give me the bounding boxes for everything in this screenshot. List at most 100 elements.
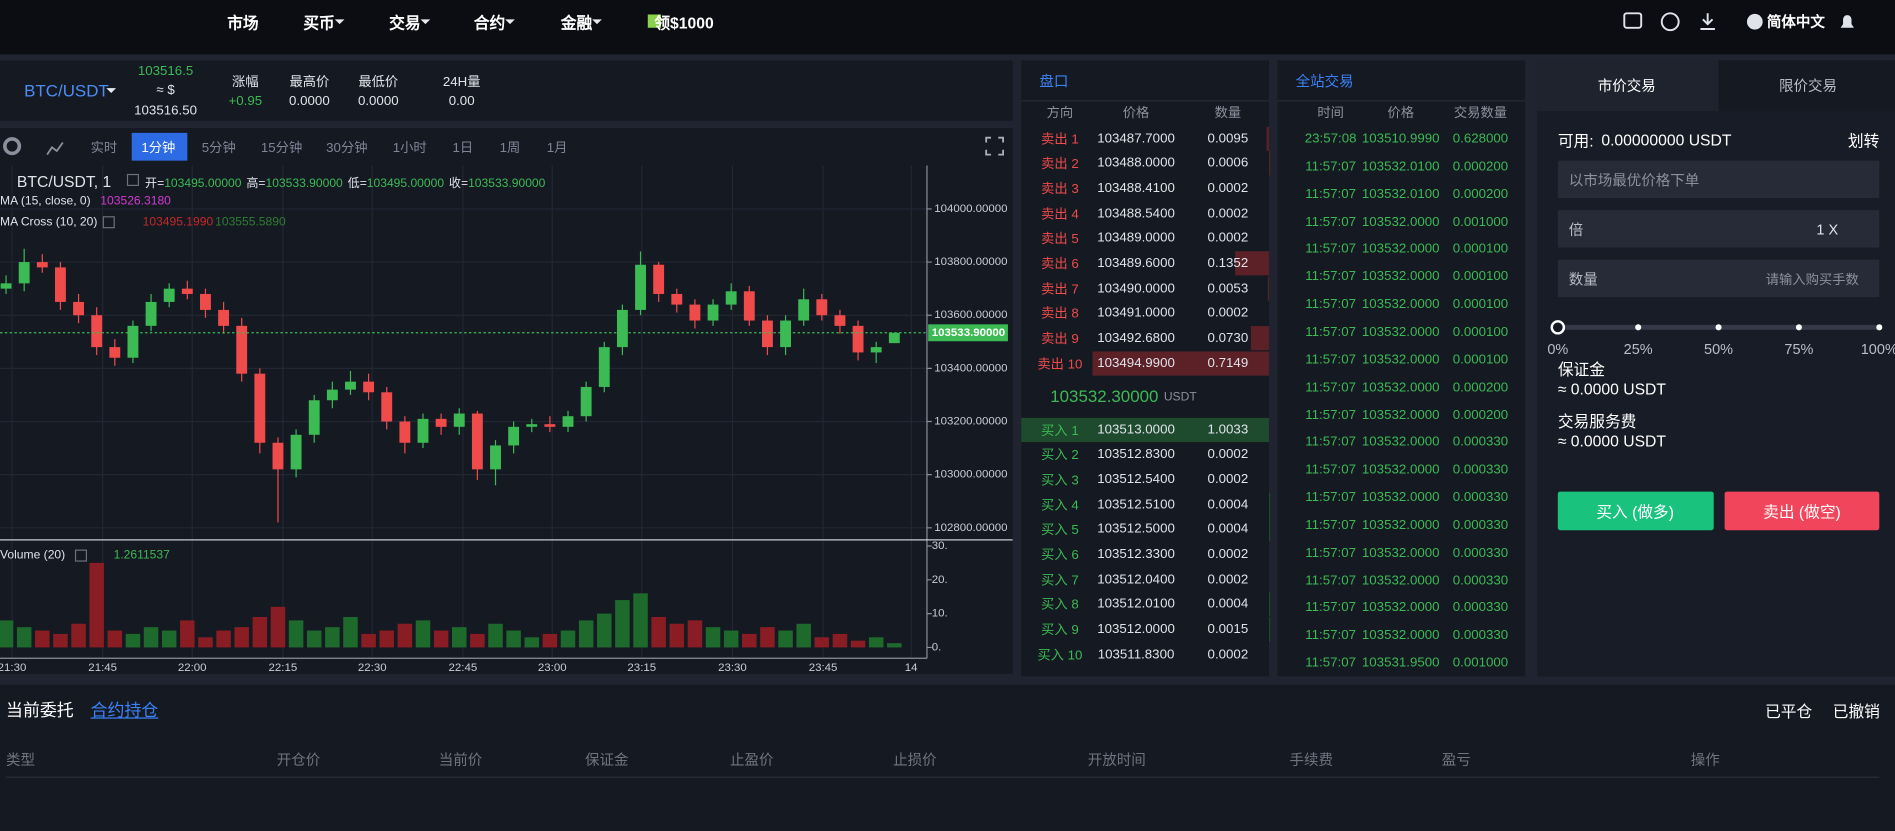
candle-body [743,291,755,321]
trades-panel [1277,60,1526,677]
interval-tab[interactable]: 1日 [452,141,474,156]
interval-tab[interactable]: 1周 [499,141,521,156]
column-header: 盈亏 [1441,751,1471,769]
chart: 21:30 21:45 22:00 22:15 22:30 22:45 23:00 23:15… [0,165,1013,674]
ohlc-label: 收= [448,177,469,191]
candle-body [798,299,810,321]
volume-bar [705,627,721,648]
candle-body [580,386,592,417]
language[interactable]: 简体中文 [1766,13,1825,31]
volume-bar [306,630,322,648]
volume-bar [415,620,431,648]
side: 买入 7 [1041,573,1079,588]
interval-tab[interactable]: 30分钟 [326,141,368,156]
volume-bar [379,630,394,648]
form-tab[interactable]: 市价交易 [1597,77,1656,95]
interval-tab[interactable]: 5分钟 [201,141,236,156]
candle-body [653,264,665,294]
position-tab[interactable]: 合约持仓 [90,700,159,720]
trade-cell: 103532.0000 [1361,462,1440,478]
interval-tab[interactable]: 1小时 [392,141,427,156]
ohlc-value: 103533.90000 [265,177,343,191]
volume-bar [470,633,485,648]
position-filter[interactable]: 已撤销 [1832,702,1880,721]
input-box[interactable] [1557,160,1880,199]
transfer[interactable]: 划转 [1847,132,1880,151]
trade-cell: 0.000330 [1452,573,1509,588]
interval-tab[interactable]: 实时 [90,141,118,156]
nav-item[interactable]: 交易 [389,13,421,33]
nav-item[interactable]: 买币 [303,13,335,33]
candle-body [508,426,520,446]
price: 103516.5 [137,64,194,79]
candle-body [18,262,30,284]
trade-cell: 103532.0000 [1361,269,1440,285]
column-header: 止损价 [893,751,937,769]
candle-body [544,424,556,427]
legend-button[interactable] [102,216,115,229]
buy-label[interactable]: 买入 (做多) [1596,503,1675,522]
trade-cell: 0.000330 [1452,600,1509,616]
candle-body [453,413,465,427]
sell-label[interactable]: 卖出 (做空) [1763,503,1841,522]
y-tick-label: 103600.00000 [934,309,1007,321]
globe-icon[interactable] [1746,13,1763,30]
download-icon[interactable] [1700,13,1715,30]
column-header: 保证金 [584,751,629,769]
trade-cell: 11:57:07 [1305,545,1357,561]
input-box[interactable] [1557,259,1880,298]
candle-body [326,389,338,401]
quantity: 0.0002 [1207,647,1249,662]
y-tick-label: 102800.00000 [934,522,1007,534]
trade-cell: 11:57:07 [1305,435,1357,450]
divider [1277,100,1526,102]
sell-button[interactable] [1724,491,1880,531]
buy-button[interactable] [1557,491,1714,531]
ohlc-label: 开= [145,177,165,191]
trade-cell: 103532.0000 [1361,297,1440,312]
input-box[interactable] [1557,210,1880,248]
trade-cell: 11:57:07 [1305,242,1357,257]
volume-tick-label: 0. [932,641,942,653]
nav-item[interactable]: 合约 [473,13,506,33]
bell-icon[interactable] [1840,15,1854,28]
candle-body [616,309,628,348]
legend-button[interactable] [126,173,139,187]
trade-cell: 103510.9990 [1361,131,1440,147]
volume-bar [16,627,32,648]
candle-body [471,413,483,470]
side: 卖出 6 [1041,257,1079,272]
nav-bar [0,0,1895,55]
nav-item[interactable]: 领$1000 [654,13,714,33]
x-tick-label: 23:00 [538,662,567,674]
trade-cell: 0.001000 [1452,656,1509,671]
column-header: 数量 [1214,106,1242,121]
nav-item[interactable]: 市场 [227,13,259,33]
candle-body [381,392,393,422]
price: 103512.3300 [1097,547,1175,562]
nav-item[interactable]: 金融 [560,13,593,33]
volume-bar [633,593,648,648]
fee-label: 交易服务费 [1557,412,1637,431]
user-icon[interactable] [1660,12,1680,32]
trade-cell: 11:57:07 [1305,159,1357,174]
legend-button[interactable] [74,549,88,562]
interval-tab[interactable]: 1分钟 [141,141,176,156]
quantity: 0.7149 [1207,356,1249,371]
volume-bar [560,630,576,648]
candle-body [36,262,48,268]
margin: ≈ 0.0000 USDT [1557,379,1667,398]
interval-tab[interactable]: 1月 [546,141,568,156]
interval-tab[interactable]: 15分钟 [260,141,303,156]
trade-cell: 11:57:07 [1305,600,1357,616]
x-tick-label: 23:45 [809,662,838,674]
form-tab[interactable]: 限价交易 [1778,77,1838,95]
wallet-icon[interactable] [1623,12,1643,29]
trade-cell: 103532.0000 [1361,573,1440,588]
pair[interactable]: BTC/USDT [24,80,109,101]
side: 卖出 1 [1041,132,1079,147]
position-filter[interactable]: 已平仓 [1765,702,1813,721]
ohlc-label: 高= [246,177,266,191]
position-tab[interactable]: 当前委托 [6,700,74,720]
quantity: 0.0053 [1207,281,1249,296]
